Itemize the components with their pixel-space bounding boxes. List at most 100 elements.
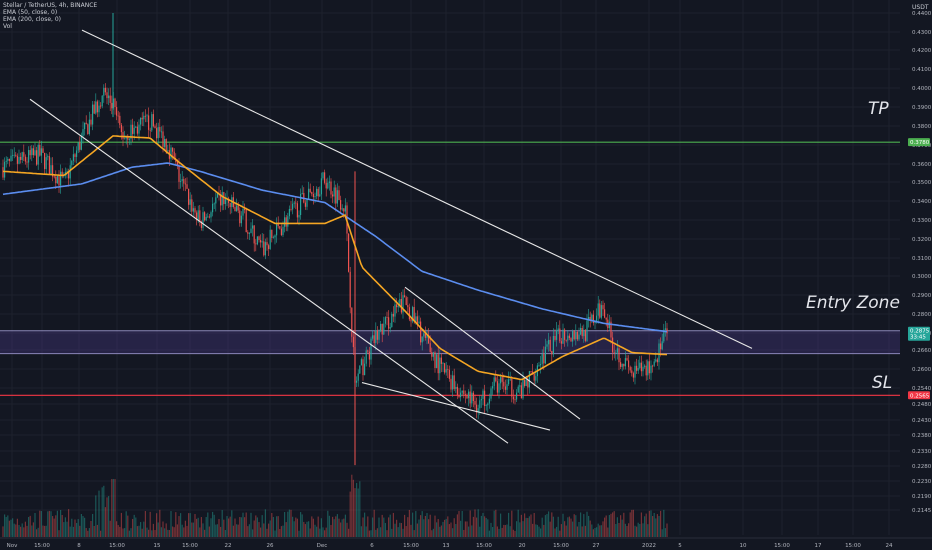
candle-body bbox=[399, 299, 401, 307]
volume-bar bbox=[380, 527, 382, 537]
candle-body bbox=[36, 150, 38, 165]
candle-body bbox=[410, 319, 412, 322]
volume-bar bbox=[247, 526, 249, 537]
volume-bar bbox=[330, 524, 332, 537]
volume-bar bbox=[116, 521, 118, 537]
candle-body bbox=[564, 329, 566, 340]
volume-bar bbox=[389, 514, 391, 537]
candle-body bbox=[543, 354, 545, 364]
volume-bar bbox=[631, 509, 633, 537]
volume-bar bbox=[149, 511, 151, 537]
candle-body bbox=[535, 376, 537, 381]
volume-bar bbox=[122, 528, 124, 537]
volume-bar bbox=[138, 525, 140, 537]
volume-bar bbox=[456, 514, 458, 537]
candle-body bbox=[76, 150, 78, 157]
candle-body bbox=[60, 171, 62, 186]
volume-bar bbox=[98, 490, 100, 537]
volume-bar bbox=[397, 527, 399, 537]
volume-legend[interactable]: Vol bbox=[3, 23, 12, 30]
volume-bar bbox=[540, 528, 542, 537]
volume-bar bbox=[341, 519, 343, 537]
candle-body bbox=[642, 366, 644, 372]
volume-bar bbox=[242, 512, 244, 537]
volume-bar bbox=[405, 526, 407, 537]
volume-bar bbox=[271, 512, 273, 537]
volume-bar bbox=[237, 524, 239, 537]
upper-wedge-trendline bbox=[81, 29, 753, 349]
candle-body bbox=[588, 317, 590, 321]
volume-bar bbox=[303, 521, 305, 537]
volume-bar bbox=[596, 527, 598, 537]
candle-body bbox=[184, 183, 186, 185]
candle-body bbox=[544, 346, 546, 364]
volume-bar bbox=[594, 527, 596, 537]
volume-bar bbox=[282, 525, 284, 537]
candle-body bbox=[309, 188, 311, 193]
candle-body bbox=[533, 373, 535, 381]
candle-body bbox=[484, 390, 486, 406]
candle-body bbox=[634, 365, 636, 378]
candle-body bbox=[426, 335, 428, 338]
candle-body bbox=[298, 215, 300, 218]
candle-body bbox=[575, 331, 577, 340]
candle-body bbox=[645, 365, 647, 376]
y-tick-label: 0.2660 bbox=[912, 348, 932, 354]
candle-body bbox=[589, 317, 591, 321]
candle-body bbox=[5, 160, 7, 162]
candle-body bbox=[173, 151, 175, 160]
volume-bar bbox=[188, 513, 190, 537]
y-tick-label: 0.3400 bbox=[912, 199, 932, 205]
falling-wedge-top-trendline bbox=[404, 286, 581, 420]
volume-bar bbox=[632, 509, 634, 537]
candle-body bbox=[556, 330, 558, 340]
candle-body bbox=[384, 317, 386, 324]
volume-bar bbox=[623, 512, 625, 537]
candle-body bbox=[343, 208, 345, 212]
volume-bar bbox=[402, 528, 404, 537]
candle-body bbox=[199, 210, 201, 222]
volume-bar bbox=[637, 522, 639, 537]
candle-body bbox=[120, 124, 122, 133]
volume-bar bbox=[399, 522, 401, 537]
volume-bar bbox=[207, 512, 209, 537]
candle-body bbox=[663, 329, 665, 342]
candle-body bbox=[287, 216, 289, 227]
volume-bar bbox=[565, 525, 567, 537]
candle-body bbox=[175, 159, 177, 162]
volume-bar bbox=[364, 512, 366, 537]
candle-body bbox=[644, 365, 646, 367]
symbol-title[interactable]: Stellar / TetherUS, 4h, BINANCE bbox=[3, 2, 98, 9]
volume-bar bbox=[95, 495, 97, 537]
candle-body bbox=[55, 176, 57, 184]
volume-bar bbox=[324, 530, 326, 537]
volume-bar bbox=[231, 510, 233, 537]
candle-body bbox=[637, 367, 639, 371]
candle-body bbox=[453, 375, 455, 389]
volume-bar bbox=[588, 515, 590, 537]
volume-bar bbox=[200, 517, 202, 537]
volume-bar bbox=[48, 510, 50, 537]
volume-bar bbox=[556, 526, 558, 537]
volume-bar bbox=[143, 521, 145, 537]
volume-bar bbox=[277, 516, 279, 537]
volume-bar bbox=[196, 518, 198, 537]
candle-body bbox=[29, 150, 31, 156]
x-tick-label: 15:00 bbox=[109, 543, 125, 549]
candle-body bbox=[632, 373, 634, 378]
volume-bar bbox=[87, 530, 89, 537]
candle-body bbox=[140, 117, 142, 125]
candle-body bbox=[477, 408, 479, 413]
x-tick-label: Nov bbox=[7, 543, 18, 549]
volume-bar bbox=[453, 518, 455, 537]
volume-bar bbox=[109, 520, 111, 537]
candle-body bbox=[367, 350, 369, 352]
candle-body bbox=[332, 194, 334, 197]
candle-body bbox=[618, 348, 620, 363]
candle-body bbox=[376, 330, 378, 340]
ema50-legend[interactable]: EMA (50, close, 0) bbox=[3, 9, 58, 16]
ema200-legend[interactable]: EMA (200, close, 0) bbox=[3, 16, 62, 23]
candle-body bbox=[364, 363, 366, 376]
y-tick-label: 0.4100 bbox=[912, 67, 932, 73]
